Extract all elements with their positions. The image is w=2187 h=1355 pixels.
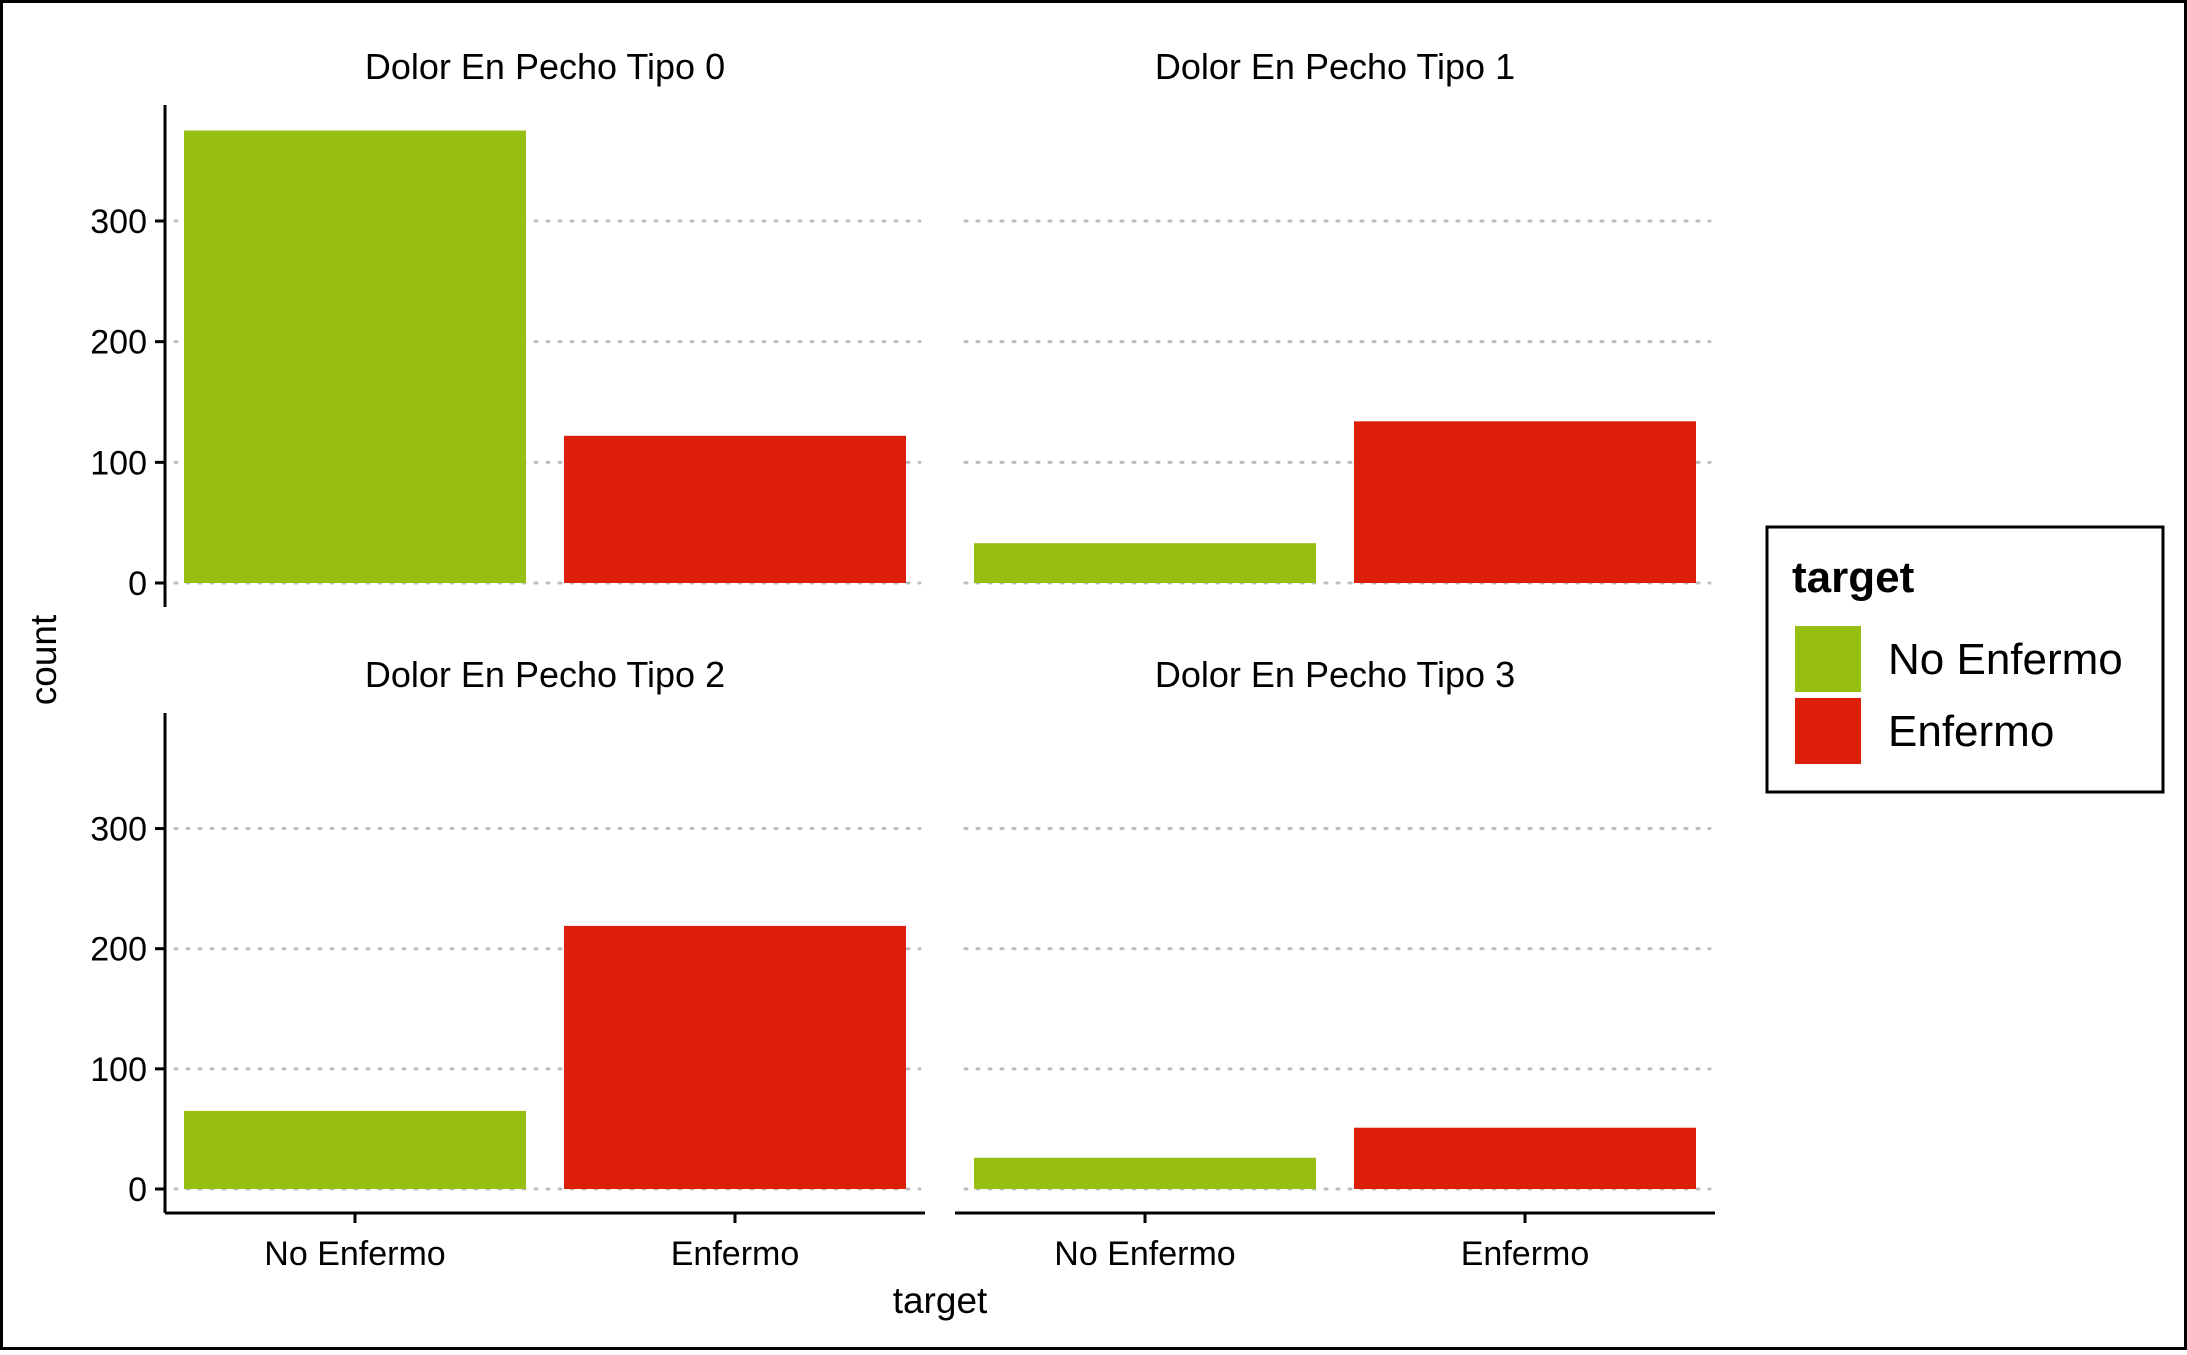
bar [974,1157,1316,1189]
legend: target No Enfermo Enfermo [1765,525,2165,794]
bar [1354,1127,1696,1189]
facet-panel: Dolor En Pecho Tipo 0 0 100 200 300 [90,46,922,607]
bar [1354,421,1696,583]
x-tick-label: No Enfermo [1054,1235,1235,1273]
facet-title: Dolor En Pecho Tipo 3 [1155,654,1515,695]
facet-panel: Dolor En Pecho Tipo 2 0 100 200 300 No Enferm… [90,654,925,1273]
facet-panel: Dolor En Pecho Tipo 1 [963,46,1712,585]
facet-title: Dolor En Pecho Tipo 1 [1155,46,1515,87]
y-tick-label: 200 [90,324,147,362]
y-tick-label: 100 [90,1051,147,1089]
legend-entries: No Enfermo Enfermo [1795,626,2123,764]
facet-title: Dolor En Pecho Tipo 0 [365,46,725,87]
bar [974,543,1316,583]
bar [184,1110,526,1189]
x-axis-title: target [893,1280,988,1321]
y-tick-label: 0 [128,1171,147,1209]
facet-title: Dolor En Pecho Tipo 2 [365,654,725,695]
x-tick-label: Enfermo [671,1235,800,1273]
y-tick-label: 300 [90,203,147,241]
x-tick-label: Enfermo [1461,1235,1590,1273]
legend-swatch [1795,626,1861,692]
bar [184,130,526,583]
x-tick-label: No Enfermo [264,1235,445,1273]
bar [564,925,906,1189]
y-tick-label: 200 [90,931,147,969]
bar [564,435,906,583]
y-axis-title: count [23,614,64,705]
legend-label: Enfermo [1888,707,2054,756]
y-tick-label: 300 [90,811,147,849]
y-tick-label: 100 [90,444,147,482]
y-tick-label: 0 [128,565,147,603]
legend-swatch [1795,698,1861,764]
legend-title: target [1792,553,1915,602]
legend-label: No Enfermo [1888,635,2123,684]
facet-panel: Dolor En Pecho Tipo 3 No Enfermo Enfermo [955,654,1715,1273]
